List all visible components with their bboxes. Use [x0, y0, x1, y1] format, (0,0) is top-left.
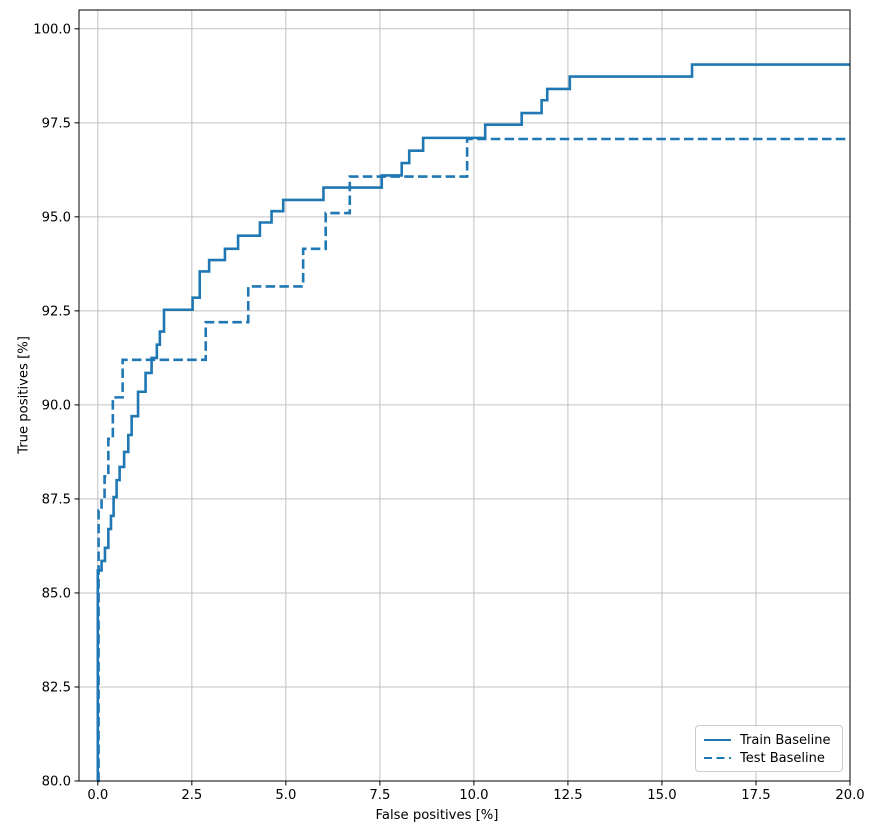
plot-border: [78, 9, 851, 782]
x-tick-label: 2.5: [181, 788, 202, 803]
train-line-sample-icon: [704, 738, 731, 742]
y-tick-label: 80.0: [42, 775, 71, 790]
x-tick-label: 20.0: [835, 788, 864, 803]
x-tick-label: 17.5: [741, 788, 770, 803]
x-tick-label: 12.5: [553, 788, 582, 803]
x-tick-label: 10.0: [459, 788, 488, 803]
y-tick-label: 87.5: [42, 492, 71, 507]
x-tick-label: 15.0: [647, 788, 676, 803]
y-tick-label: 92.5: [42, 304, 71, 319]
y-tick-label: 95.0: [42, 210, 71, 225]
legend: Train Baseline Test Baseline: [695, 725, 843, 772]
x-tick-label: 5.0: [275, 788, 296, 803]
legend-item-test: Test Baseline: [704, 750, 834, 767]
x-tick-label: 0.0: [87, 788, 108, 803]
y-tick-label: 90.0: [42, 398, 71, 413]
test-line-sample-icon: [704, 756, 731, 760]
x-axis-label: False positives [%]: [375, 808, 499, 823]
y-tick-label: 100.0: [33, 22, 71, 37]
legend-label-train: Train Baseline: [740, 732, 831, 748]
legend-label-test: Test Baseline: [740, 750, 825, 766]
y-tick-label: 85.0: [42, 586, 71, 601]
legend-item-train: Train Baseline: [704, 732, 834, 749]
y-tick-label: 82.5: [42, 680, 71, 695]
test-baseline-line: [97, 137, 850, 783]
y-axis-label: True positives [%]: [16, 336, 32, 454]
y-tick-label: 97.5: [42, 116, 71, 131]
x-tick-label: 7.5: [369, 788, 390, 803]
